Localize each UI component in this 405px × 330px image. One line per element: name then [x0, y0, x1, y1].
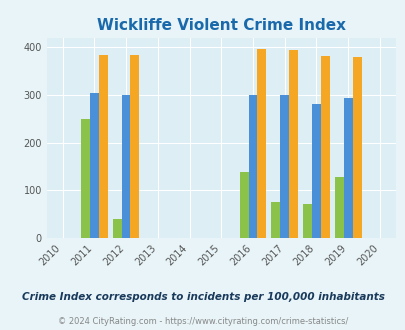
Bar	[288, 50, 297, 238]
Bar	[303, 204, 311, 238]
Bar	[90, 93, 98, 238]
Bar	[248, 95, 257, 238]
Bar	[343, 98, 352, 238]
Bar	[98, 54, 107, 238]
Bar	[81, 119, 90, 238]
Bar	[334, 177, 343, 238]
Bar	[122, 95, 130, 238]
Bar	[320, 56, 329, 238]
Bar	[113, 218, 121, 238]
Title: Wickliffe Violent Crime Index: Wickliffe Violent Crime Index	[96, 17, 345, 33]
Bar	[271, 202, 279, 238]
Text: © 2024 CityRating.com - https://www.cityrating.com/crime-statistics/: © 2024 CityRating.com - https://www.city…	[58, 317, 347, 326]
Bar	[279, 95, 288, 238]
Bar	[352, 57, 361, 238]
Bar	[239, 172, 248, 238]
Bar	[257, 49, 266, 238]
Bar	[311, 104, 320, 238]
Bar	[130, 54, 139, 238]
Text: Crime Index corresponds to incidents per 100,000 inhabitants: Crime Index corresponds to incidents per…	[21, 292, 384, 302]
